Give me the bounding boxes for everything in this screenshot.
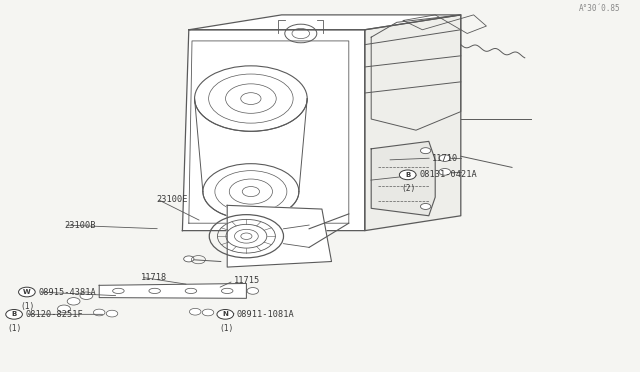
Circle shape (399, 170, 416, 180)
Circle shape (67, 298, 80, 305)
Text: B: B (405, 172, 410, 178)
Circle shape (184, 256, 194, 262)
Circle shape (439, 169, 451, 175)
Text: 08911-1081A: 08911-1081A (237, 310, 294, 319)
Circle shape (202, 309, 214, 316)
Text: 11710: 11710 (432, 154, 458, 163)
Text: N: N (222, 311, 228, 317)
Text: 23100E: 23100E (157, 195, 188, 203)
Text: (1): (1) (8, 324, 22, 333)
Circle shape (80, 292, 93, 299)
Polygon shape (371, 141, 435, 216)
Text: (1): (1) (20, 302, 35, 311)
Polygon shape (365, 15, 461, 231)
Polygon shape (182, 30, 365, 231)
Circle shape (189, 308, 201, 315)
Circle shape (217, 310, 234, 319)
Text: (2): (2) (401, 185, 415, 193)
Polygon shape (189, 15, 461, 30)
Text: B: B (12, 311, 17, 317)
Circle shape (58, 305, 70, 312)
Polygon shape (189, 41, 349, 223)
Text: W: W (23, 289, 31, 295)
Text: 08131-0421A: 08131-0421A (419, 170, 477, 179)
Circle shape (6, 310, 22, 319)
Circle shape (439, 155, 451, 161)
Polygon shape (99, 283, 246, 298)
Text: 11715: 11715 (234, 276, 260, 285)
Circle shape (247, 288, 259, 294)
Text: 08915-4381A: 08915-4381A (38, 288, 96, 296)
Circle shape (19, 287, 35, 297)
Circle shape (420, 148, 431, 154)
Text: A°30´0.85: A°30´0.85 (579, 4, 621, 13)
Text: 23100B: 23100B (64, 221, 95, 230)
Polygon shape (227, 205, 332, 267)
Text: 08120-8251F: 08120-8251F (26, 310, 83, 319)
Circle shape (420, 203, 431, 209)
Text: (1): (1) (219, 324, 233, 333)
Text: 11718: 11718 (141, 273, 167, 282)
Circle shape (93, 309, 105, 316)
Circle shape (106, 310, 118, 317)
